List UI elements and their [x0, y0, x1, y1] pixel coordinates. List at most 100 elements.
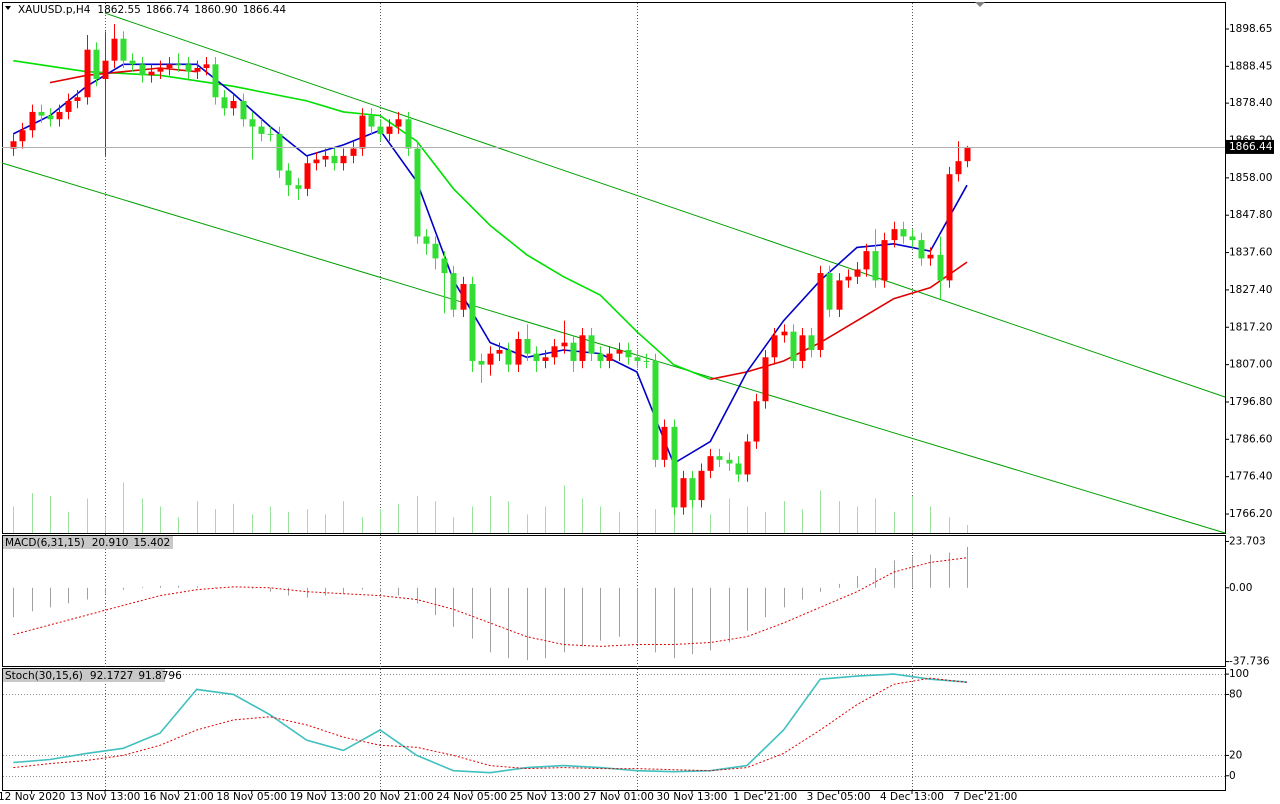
candle-body: [267, 133, 274, 135]
candle-body: [964, 146, 971, 162]
y-tick-label: 1817.20: [1229, 321, 1272, 333]
candle-body: [771, 335, 778, 358]
candle-body: [111, 38, 118, 61]
indicator-line: [49, 67, 968, 381]
candle-body: [102, 60, 109, 79]
candle-body: [652, 360, 659, 460]
y-tick-label: 1878.40: [1229, 97, 1272, 109]
candle-body: [258, 126, 265, 134]
candle-body: [542, 357, 549, 361]
candle-body: [680, 478, 687, 508]
trend-line: [1, 162, 1226, 534]
candle-body: [19, 130, 26, 142]
y-tick-label: 80: [1229, 688, 1242, 700]
candle-body: [515, 338, 522, 365]
candle-body: [588, 335, 595, 354]
candle-body: [203, 64, 210, 68]
x-tick-label: 1 Dec 21:00: [733, 791, 797, 803]
x-tick-label: 7 Dec 21:00: [953, 791, 1017, 803]
stoch-panel: [2, 668, 1226, 791]
indicator-line: [13, 59, 711, 381]
candle-body: [900, 229, 907, 237]
y-tick-label: 1807.00: [1229, 359, 1272, 371]
candle-body: [129, 60, 136, 65]
candle-body: [175, 64, 182, 66]
readout-value: 15.402: [134, 537, 171, 549]
candle-body: [38, 111, 45, 116]
candle-body: [689, 478, 696, 501]
candle-body: [230, 100, 237, 109]
shift-marker: [975, 2, 985, 7]
candle-body: [643, 360, 650, 362]
candle-body: [496, 349, 503, 354]
candle-body: [432, 243, 439, 259]
candle-body: [854, 269, 861, 277]
y-tick-label: 1837.60: [1229, 247, 1272, 259]
label-bg: [3, 669, 165, 682]
candle-body: [570, 342, 577, 361]
candle-body: [359, 115, 366, 149]
x-tick-label: 18 Nov 05:00: [216, 791, 287, 803]
candle-body: [84, 49, 91, 98]
y-tick-label: -37.736: [1229, 656, 1270, 668]
menu-arrow[interactable]: [5, 6, 11, 10]
candle-body: [441, 258, 448, 274]
candle-body: [478, 360, 485, 365]
candle-body: [781, 331, 788, 336]
candle-body: [368, 115, 375, 127]
candle-body: [937, 254, 944, 281]
candle-body: [285, 170, 292, 186]
x-tick-label: 13 Nov 13:00: [70, 791, 141, 803]
candle-body: [790, 331, 797, 361]
readout-value: 91.8796: [138, 670, 182, 682]
y-tick-label: 1898.65: [1229, 23, 1272, 35]
candle-body: [533, 353, 540, 361]
candle-body: [579, 335, 586, 361]
y-tick-label: 1786.60: [1229, 433, 1272, 445]
candle-body: [826, 273, 833, 310]
readout-value: 1860.90: [194, 4, 237, 16]
indicator-line: [13, 557, 968, 647]
y-tick-label: 1766.20: [1229, 508, 1272, 520]
indicator-line: [12, 63, 968, 465]
x-tick-label: 30 Nov 13:00: [657, 791, 728, 803]
indicator-title: MACD(6,31,15): [5, 537, 85, 549]
candle-body: [561, 342, 568, 347]
candle-body: [872, 251, 879, 281]
candle-body: [395, 119, 402, 127]
y-tick-label: 0.00: [1229, 582, 1252, 594]
indicator-title: Stoch(30,15,6): [5, 670, 83, 682]
price-panel: [2, 2, 1226, 534]
candle-body: [120, 38, 127, 61]
price-tag-label: 1866.44: [1229, 141, 1273, 153]
indicator-title: XAUUSD.p,H4: [18, 4, 91, 16]
readout-value: 1866.44: [243, 4, 287, 16]
candle-body: [47, 115, 54, 120]
indicator-line: [13, 677, 968, 772]
candle-body: [295, 185, 302, 189]
y-tick-label: 1858.00: [1229, 172, 1272, 184]
candle-body: [386, 126, 393, 134]
candle-body: [808, 335, 815, 350]
readout-value: 20.910: [92, 537, 129, 549]
candle-body: [744, 441, 751, 475]
price-tag: [1226, 139, 1274, 154]
readout-value: 1866.74: [146, 4, 190, 16]
candle-body: [148, 71, 155, 76]
x-tick-label: 20 Nov 21:00: [363, 791, 434, 803]
candle-body: [460, 284, 467, 310]
candle-body: [505, 349, 512, 365]
candle-body: [845, 276, 852, 281]
candle-body: [340, 155, 347, 164]
candle-body: [634, 357, 641, 361]
candle-body: [313, 159, 320, 164]
trend-line: [104, 12, 1226, 398]
candle-body: [212, 64, 219, 98]
y-tick-label: 20: [1229, 749, 1242, 761]
candle-body: [671, 426, 678, 508]
candle-body: [891, 229, 898, 241]
x-tick-label: 12 Nov 2020: [0, 791, 65, 803]
